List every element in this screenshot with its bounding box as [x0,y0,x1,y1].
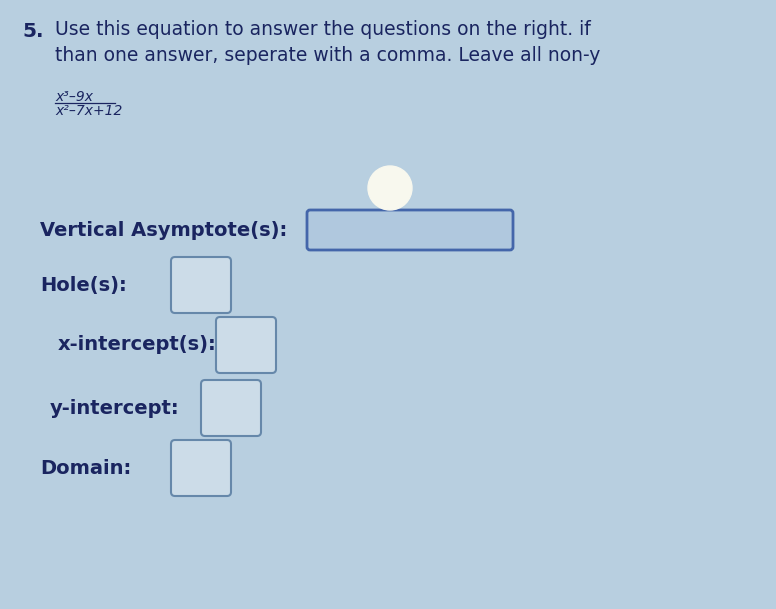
Text: Domain:: Domain: [40,459,131,477]
Text: x³–9x: x³–9x [55,90,93,104]
Text: than one answer, seperate with a comma. Leave all non-y: than one answer, seperate with a comma. … [55,46,601,65]
Text: Hole(s):: Hole(s): [40,275,126,295]
Text: x-intercept(s):: x-intercept(s): [58,336,217,354]
FancyBboxPatch shape [201,380,261,436]
FancyBboxPatch shape [171,440,231,496]
Text: y-intercept:: y-intercept: [50,398,179,418]
FancyBboxPatch shape [216,317,276,373]
Text: x = 3, x = 4: x = 3, x = 4 [352,221,468,239]
FancyBboxPatch shape [171,257,231,313]
FancyBboxPatch shape [307,210,513,250]
Text: x²–7x+12: x²–7x+12 [55,104,123,118]
Text: Use this equation to answer the questions on the right. if: Use this equation to answer the question… [55,20,591,39]
Text: 5.: 5. [22,22,43,41]
Text: Vertical Asymptote(s):: Vertical Asymptote(s): [40,220,287,239]
Circle shape [368,166,412,210]
